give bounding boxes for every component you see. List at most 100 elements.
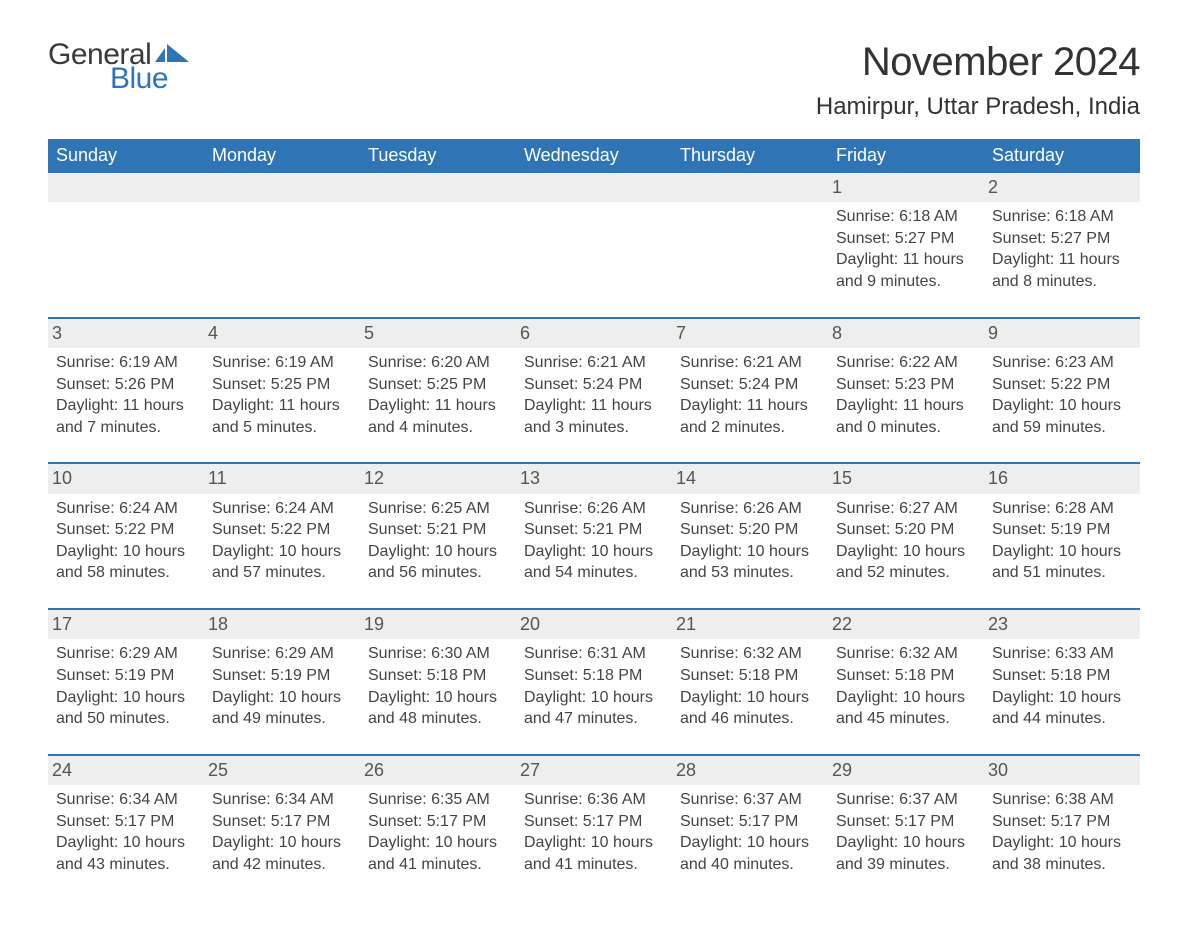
day-number: 30	[984, 756, 1140, 785]
daylight-line: Daylight: 10 hours and 58 minutes.	[56, 541, 196, 584]
day-info: Sunrise: 6:18 AMSunset: 5:27 PMDaylight:…	[992, 206, 1132, 292]
daylight-line: Daylight: 11 hours and 2 minutes.	[680, 395, 820, 438]
calendar-day-cell: 12Sunrise: 6:25 AMSunset: 5:21 PMDayligh…	[360, 463, 516, 609]
day-number: 13	[516, 464, 672, 493]
calendar-day-cell: 18 Sunrise: 6:29 AMSunset: 5:19 PMDayligh…	[204, 609, 360, 755]
day-info: Sunrise: 6:29 AMSunset: 5:19 PMDaylight:…	[56, 643, 196, 729]
day-info: Sunrise: 6:32 AMSunset: 5:18 PMDaylight:…	[680, 643, 820, 729]
calendar-day-cell	[672, 173, 828, 318]
daylight-line: Daylight: 11 hours and 0 minutes.	[836, 395, 976, 438]
calendar-day-cell: 2Sunrise: 6:18 AMSunset: 5:27 PMDaylight…	[984, 173, 1140, 318]
day-number: 12	[360, 464, 516, 493]
sunset-line: Sunset: 5:19 PM	[56, 665, 196, 687]
day-info: Sunrise: 6:29 AMSunset: 5:19 PMDaylight:…	[212, 643, 352, 729]
day-info: Sunrise: 6:19 AMSunset: 5:26 PMDaylight:…	[56, 352, 196, 438]
sunset-line: Sunset: 5:20 PM	[680, 519, 820, 541]
calendar-day-cell: 24Sunrise: 6:34 AMSunset: 5:17 PMDayligh…	[48, 755, 204, 900]
daylight-line: Daylight: 10 hours and 48 minutes.	[368, 687, 508, 730]
daylight-line: Daylight: 10 hours and 40 minutes.	[680, 832, 820, 875]
day-info: Sunrise: 6:26 AMSunset: 5:20 PMDaylight:…	[680, 498, 820, 584]
day-info: Sunrise: 6:37 AMSunset: 5:17 PMDaylight:…	[680, 789, 820, 875]
daylight-line: Daylight: 11 hours and 5 minutes.	[212, 395, 352, 438]
weekday-header: Friday	[828, 139, 984, 173]
calendar-day-cell	[204, 173, 360, 318]
calendar-day-cell: 4Sunrise: 6:19 AMSunset: 5:25 PMDaylight…	[204, 318, 360, 464]
sunrise-line: Sunrise: 6:27 AM	[836, 498, 976, 520]
daylight-line: Daylight: 11 hours and 4 minutes.	[368, 395, 508, 438]
day-number: 4	[204, 319, 360, 348]
day-info: Sunrise: 6:28 AMSunset: 5:19 PMDaylight:…	[992, 498, 1132, 584]
day-info: Sunrise: 6:20 AMSunset: 5:25 PMDaylight:…	[368, 352, 508, 438]
sunrise-line: Sunrise: 6:31 AM	[524, 643, 664, 665]
day-number: 11	[204, 464, 360, 493]
sunset-line: Sunset: 5:17 PM	[680, 811, 820, 833]
sunrise-line: Sunrise: 6:35 AM	[368, 789, 508, 811]
sunset-line: Sunset: 5:24 PM	[524, 374, 664, 396]
day-info: Sunrise: 6:27 AMSunset: 5:20 PMDaylight:…	[836, 498, 976, 584]
calendar-day-cell: 30Sunrise: 6:38 AMSunset: 5:17 PMDayligh…	[984, 755, 1140, 900]
daylight-line: Daylight: 10 hours and 57 minutes.	[212, 541, 352, 584]
sunset-line: Sunset: 5:27 PM	[836, 228, 976, 250]
day-number: 24	[48, 756, 204, 785]
sunset-line: Sunset: 5:23 PM	[836, 374, 976, 396]
sunrise-line: Sunrise: 6:33 AM	[992, 643, 1132, 665]
calendar-day-cell: 6Sunrise: 6:21 AMSunset: 5:24 PMDaylight…	[516, 318, 672, 464]
sunset-line: Sunset: 5:17 PM	[368, 811, 508, 833]
calendar-day-cell: 1Sunrise: 6:18 AMSunset: 5:27 PMDaylight…	[828, 173, 984, 318]
day-number: 19	[360, 610, 516, 639]
day-info: Sunrise: 6:31 AMSunset: 5:18 PMDaylight:…	[524, 643, 664, 729]
daylight-line: Daylight: 10 hours and 52 minutes.	[836, 541, 976, 584]
sunset-line: Sunset: 5:18 PM	[836, 665, 976, 687]
calendar-day-cell: 20Sunrise: 6:31 AMSunset: 5:18 PMDayligh…	[516, 609, 672, 755]
title-block: November 2024 Hamirpur, Uttar Pradesh, I…	[816, 40, 1140, 121]
sunset-line: Sunset: 5:18 PM	[524, 665, 664, 687]
day-number-empty	[516, 173, 672, 202]
calendar-week-row: 10Sunrise: 6:24 AMSunset: 5:22 PMDayligh…	[48, 463, 1140, 609]
day-info: Sunrise: 6:22 AMSunset: 5:23 PMDaylight:…	[836, 352, 976, 438]
calendar-day-cell: 26Sunrise: 6:35 AMSunset: 5:17 PMDayligh…	[360, 755, 516, 900]
calendar-day-cell: 14 Sunrise: 6:26 AMSunset: 5:20 PMDayligh…	[672, 463, 828, 609]
day-info: Sunrise: 6:34 AMSunset: 5:17 PMDaylight:…	[212, 789, 352, 875]
daylight-line: Daylight: 11 hours and 9 minutes.	[836, 249, 976, 292]
day-number: 10	[48, 464, 204, 493]
daylight-line: Daylight: 10 hours and 47 minutes.	[524, 687, 664, 730]
sunrise-line: Sunrise: 6:22 AM	[836, 352, 976, 374]
weekday-header: Wednesday	[516, 139, 672, 173]
sunrise-line: Sunrise: 6:24 AM	[56, 498, 196, 520]
sunrise-line: Sunrise: 6:24 AM	[212, 498, 352, 520]
sunrise-line: Sunrise: 6:25 AM	[368, 498, 508, 520]
day-number: 14	[672, 464, 828, 493]
day-number: 1	[828, 173, 984, 202]
sunrise-line: Sunrise: 6:32 AM	[836, 643, 976, 665]
day-number: 18	[204, 610, 360, 639]
day-info: Sunrise: 6:35 AMSunset: 5:17 PMDaylight:…	[368, 789, 508, 875]
sunset-line: Sunset: 5:22 PM	[212, 519, 352, 541]
calendar-day-cell: 21 Sunrise: 6:32 AMSunset: 5:18 PMDayligh…	[672, 609, 828, 755]
weekday-header: Monday	[204, 139, 360, 173]
month-title: November 2024	[816, 40, 1140, 85]
sunset-line: Sunset: 5:20 PM	[836, 519, 976, 541]
sunset-line: Sunset: 5:21 PM	[368, 519, 508, 541]
day-info: Sunrise: 6:36 AMSunset: 5:17 PMDaylight:…	[524, 789, 664, 875]
calendar-week-row: 3Sunrise: 6:19 AMSunset: 5:26 PMDaylight…	[48, 318, 1140, 464]
day-info: Sunrise: 6:23 AMSunset: 5:22 PMDaylight:…	[992, 352, 1132, 438]
sunrise-line: Sunrise: 6:37 AM	[836, 789, 976, 811]
day-number: 22	[828, 610, 984, 639]
weekday-header: Saturday	[984, 139, 1140, 173]
calendar-day-cell: 27Sunrise: 6:36 AMSunset: 5:17 PMDayligh…	[516, 755, 672, 900]
sunrise-line: Sunrise: 6:37 AM	[680, 789, 820, 811]
sunrise-line: Sunrise: 6:26 AM	[524, 498, 664, 520]
calendar-header-row: SundayMondayTuesdayWednesdayThursdayFrid…	[48, 139, 1140, 173]
day-number: 21	[672, 610, 828, 639]
sunset-line: Sunset: 5:18 PM	[992, 665, 1132, 687]
sunrise-line: Sunrise: 6:34 AM	[56, 789, 196, 811]
day-number: 23	[984, 610, 1140, 639]
sunrise-line: Sunrise: 6:26 AM	[680, 498, 820, 520]
day-info: Sunrise: 6:24 AMSunset: 5:22 PMDaylight:…	[56, 498, 196, 584]
weekday-header: Sunday	[48, 139, 204, 173]
calendar-day-cell: 19Sunrise: 6:30 AMSunset: 5:18 PMDayligh…	[360, 609, 516, 755]
day-info: Sunrise: 6:21 AMSunset: 5:24 PMDaylight:…	[680, 352, 820, 438]
daylight-line: Daylight: 11 hours and 7 minutes.	[56, 395, 196, 438]
day-number: 9	[984, 319, 1140, 348]
calendar-day-cell: 29Sunrise: 6:37 AMSunset: 5:17 PMDayligh…	[828, 755, 984, 900]
